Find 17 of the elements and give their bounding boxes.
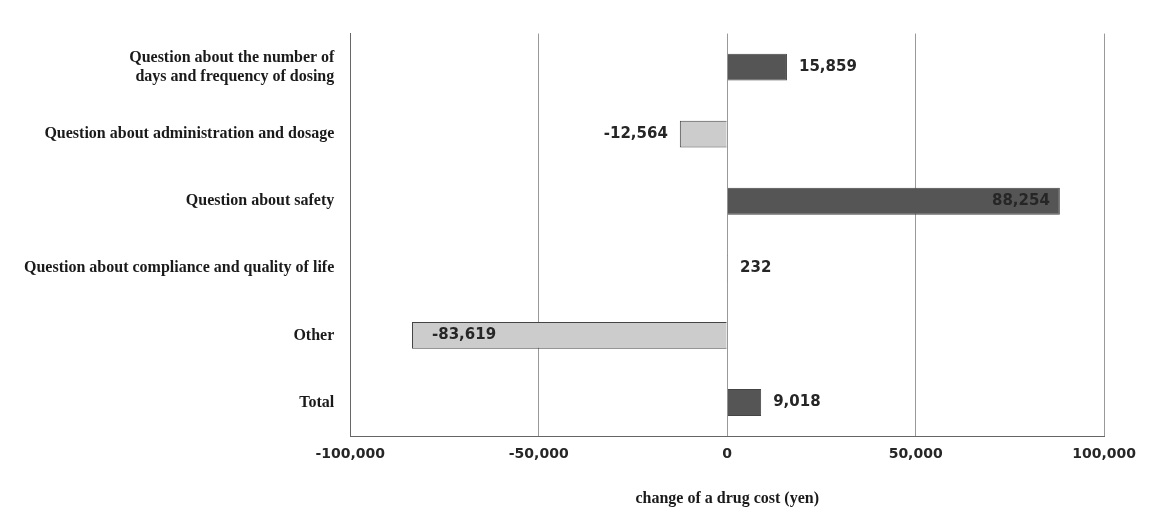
data-label: 9,018	[773, 392, 821, 411]
y-tick-label: Question about the number of days and frequency of dosing	[129, 47, 335, 85]
y-tick-label: Question about administration and dosage	[44, 124, 335, 143]
x-tick-label: 50,000	[888, 445, 943, 462]
y-tick-label: Question about safety	[185, 191, 335, 210]
data-label: 15,859	[798, 57, 857, 76]
x-tick-label: 100,000	[1072, 445, 1137, 462]
x-tick-label: -50,000	[508, 445, 569, 462]
x-axis-title: change of a drug cost (yen)	[635, 488, 819, 507]
data-label: 232	[740, 258, 772, 277]
data-label: -83,619	[432, 325, 497, 344]
y-tick-label: Question about compliance and quality of life	[24, 258, 335, 277]
y-tick-label: Total	[299, 392, 335, 410]
data-label: -12,564	[603, 124, 668, 143]
x-tick-label: 0	[722, 445, 733, 462]
x-tick-label: -100,000	[315, 445, 386, 462]
y-tick-label: Other	[293, 325, 335, 343]
